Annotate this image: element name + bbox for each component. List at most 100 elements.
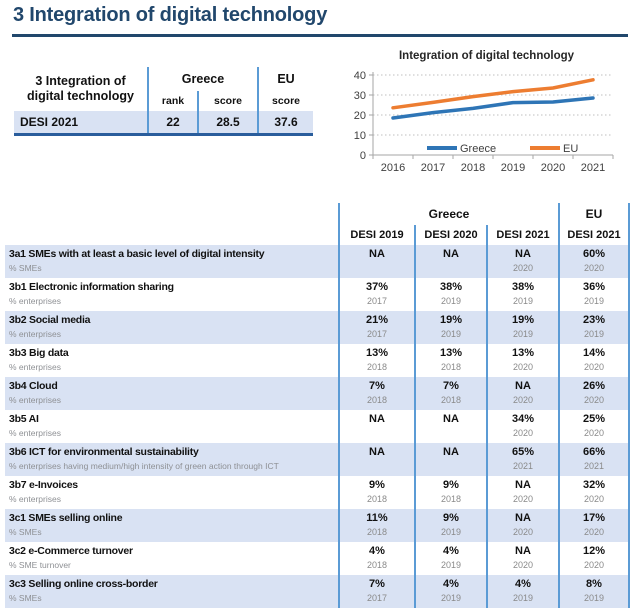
indicator-value: 4% [443, 545, 459, 557]
table-row: 3c2 e-Commerce turnover % SME turnover 4… [5, 542, 630, 575]
value-cell-desi-2019: 11% 2018 [338, 509, 414, 542]
indicator-unit: % SMEs [9, 593, 42, 603]
indicator-year: 2018 [366, 560, 388, 570]
indicator-value: NA [515, 479, 531, 491]
group-header-greece: Greece [338, 203, 558, 225]
indicator-value: 23% [582, 314, 606, 326]
svg-text:40: 40 [354, 70, 366, 82]
indicators-table-body: 3a1 SMEs with at least a basic level of … [5, 245, 630, 608]
indicator-label-cell: 3a1 SMEs with at least a basic level of … [5, 245, 338, 278]
value-cell-desi-2020: 7% 2018 [414, 377, 486, 410]
indicator-year [340, 262, 414, 274]
value-cell-eu-desi-2021: 14% 2020 [558, 344, 630, 377]
column-header-desi-2019: DESI 2019 [338, 225, 414, 245]
value-cell-desi-2021: NA 2020 [486, 542, 558, 575]
value-cell-eu-desi-2021: 32% 2020 [558, 476, 630, 509]
indicator-unit: % enterprises [9, 494, 61, 504]
table-column-header-row: DESI 2019 DESI 2020 DESI 2021 DESI 2021 [5, 225, 630, 245]
value-cell-desi-2021: 19% 2019 [486, 311, 558, 344]
indicator-unit: % enterprises having medium/high intensi… [9, 461, 279, 471]
indicator-value: 8% [586, 578, 602, 590]
indicator-year: 2017 [366, 593, 388, 603]
indicator-label-cell: 3c3 Selling online cross-border % SMEs [5, 575, 338, 608]
indicator-year: 2019 [440, 527, 462, 537]
indicator-year [416, 460, 486, 472]
indicator-year: 2020 [512, 527, 534, 537]
indicator-year: 2019 [512, 593, 534, 603]
indicator-unit: % enterprises [9, 428, 61, 438]
indicator-value: 12% [582, 545, 606, 557]
indicator-value: 7% [369, 380, 385, 392]
indicator-year: 2021 [512, 461, 534, 471]
indicator-year: 2020 [512, 494, 534, 504]
indicator-year: 2020 [512, 428, 534, 438]
trend-chart: Integration of digital technology 0 10 20 3… [333, 48, 640, 178]
indicator-year: 2020 [512, 362, 534, 372]
indicator-value: 34% [511, 413, 535, 425]
indicator-year: 2018 [440, 395, 462, 405]
value-cell-eu-desi-2021: 12% 2020 [558, 542, 630, 575]
value-cell-desi-2019: NA [338, 443, 414, 476]
summary-score-table: 3 Integration of digital technology Gree… [14, 67, 313, 136]
indicator-year [340, 427, 414, 439]
value-cell-desi-2019: 7% 2018 [338, 377, 414, 410]
indicator-value: 13% [365, 347, 389, 359]
indicator-value: 66% [582, 446, 606, 458]
table-row: 3b7 e-Invoices % enterprises 9% 2018 9% 20… [5, 476, 630, 509]
summary-row-label: DESI 2021 [14, 111, 147, 133]
value-cell-desi-2021: NA 2020 [486, 509, 558, 542]
table-row: 3c1 SMEs selling online % SMEs 11% 2018 9… [5, 509, 630, 542]
value-cell-eu-desi-2021: 66% 2021 [558, 443, 630, 476]
indicator-value: 25% [582, 413, 606, 425]
value-cell-desi-2021: 4% 2019 [486, 575, 558, 608]
value-cell-desi-2020: 4% 2019 [414, 575, 486, 608]
svg-text:2017: 2017 [421, 162, 445, 174]
summary-header-eu: EU [257, 67, 313, 91]
indicator-year: 2020 [583, 362, 605, 372]
indicator-value: 13% [511, 347, 535, 359]
indicator-year: 2019 [512, 296, 534, 306]
column-header-spacer [5, 225, 338, 245]
value-cell-desi-2021: 13% 2020 [486, 344, 558, 377]
table-row: 3b3 Big data % enterprises 13% 2018 13% 20… [5, 344, 630, 377]
indicator-label-cell: 3b3 Big data % enterprises [5, 344, 338, 377]
indicator-value: NA [515, 545, 531, 557]
value-cell-desi-2019: 21% 2017 [338, 311, 414, 344]
indicator-value: 60% [582, 248, 606, 260]
svg-text:20: 20 [354, 110, 366, 122]
svg-text:10: 10 [354, 130, 366, 142]
value-cell-desi-2020: 9% 2019 [414, 509, 486, 542]
indicator-value: 14% [582, 347, 606, 359]
value-cell-desi-2020: 38% 2019 [414, 278, 486, 311]
value-cell-desi-2019: 13% 2018 [338, 344, 414, 377]
column-header-eu-desi-2021: DESI 2021 [558, 225, 630, 245]
indicator-name: 3b3 Big data [9, 347, 69, 359]
svg-text:EU: EU [563, 143, 578, 155]
svg-text:0: 0 [360, 150, 366, 162]
indicator-value: 11% [366, 512, 388, 524]
svg-text:2018: 2018 [461, 162, 485, 174]
table-row: 3b4 Cloud % enterprises 7% 2018 7% 2018 NA… [5, 377, 630, 410]
indicator-year: 2020 [583, 494, 605, 504]
indicator-year [416, 427, 486, 439]
indicator-unit: % enterprises [9, 329, 61, 339]
indicator-name: 3c2 e-Commerce turnover [9, 545, 133, 557]
indicator-value: NA [443, 413, 459, 425]
summary-subheader-score: score [197, 91, 257, 111]
value-cell-desi-2019: NA [338, 410, 414, 443]
value-cell-desi-2019: 7% 2017 [338, 575, 414, 608]
indicator-value: 4% [369, 545, 385, 557]
indicator-label-cell: 3b6 ICT for environmental sustainability… [5, 443, 338, 476]
indicator-value: NA [369, 248, 385, 260]
indicator-value: 37% [365, 281, 389, 293]
indicator-name: 3c1 SMEs selling online [9, 512, 123, 524]
indicator-value: 9% [443, 479, 459, 491]
value-cell-desi-2020: 4% 2019 [414, 542, 486, 575]
indicator-year: 2018 [366, 395, 388, 405]
indicator-value: NA [443, 248, 459, 260]
value-cell-eu-desi-2021: 25% 2020 [558, 410, 630, 443]
value-cell-desi-2019: 4% 2018 [338, 542, 414, 575]
indicator-year: 2021 [583, 461, 605, 471]
indicator-year: 2020 [583, 527, 605, 537]
table-row: 3b2 Social media % enterprises 21% 2017 1… [5, 311, 630, 344]
